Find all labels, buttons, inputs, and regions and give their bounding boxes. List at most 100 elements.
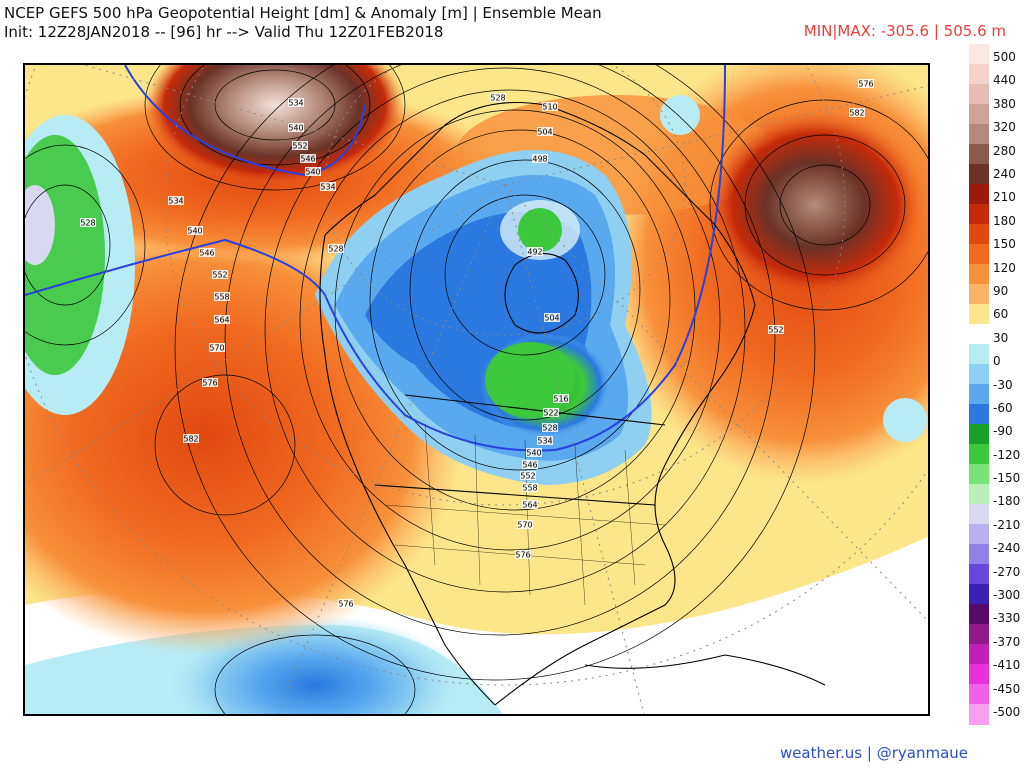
colorbar-label: -150 <box>993 471 1021 486</box>
contour-label-bg <box>338 599 354 608</box>
negative-anomaly-core <box>485 342 575 418</box>
contour-label-bg <box>187 226 203 235</box>
colorbar-swatch <box>969 504 989 525</box>
colorbar-swatch <box>969 224 989 245</box>
contour-label-bg <box>292 141 308 150</box>
colorbar-swatch <box>969 484 989 505</box>
cyan-blob-north <box>660 95 700 135</box>
colorbar-label: -240 <box>993 541 1021 556</box>
contour-label-bg <box>542 102 558 111</box>
colorbar-label: 30 <box>993 330 1009 345</box>
colorbar-label: 90 <box>993 283 1009 298</box>
minmax-readout: MIN|MAX: -305.6 | 505.6 m <box>803 22 1006 40</box>
colorbar-label: -300 <box>993 588 1021 603</box>
colorbar-swatch <box>969 444 989 465</box>
colorbar-swatch <box>969 104 989 125</box>
contour-label-bg <box>328 244 344 253</box>
colorbar-label: 380 <box>993 96 1016 111</box>
colorbar-label: 240 <box>993 166 1016 181</box>
contour-label-bg <box>490 93 506 102</box>
contour-label-bg <box>168 196 184 205</box>
contour-label-bg <box>542 423 558 432</box>
contour-label-bg <box>537 436 553 445</box>
contour-label-bg <box>515 550 531 559</box>
contour-label-bg <box>543 408 559 417</box>
contour-label: 528 <box>80 219 95 228</box>
contour-label-bg <box>517 520 533 529</box>
colorbar-label: -60 <box>993 400 1013 415</box>
contour-label: 552 <box>212 271 227 280</box>
colorbar-label: -450 <box>993 681 1021 696</box>
colorbar-swatch <box>969 204 989 225</box>
colorbar-swatch <box>969 304 989 325</box>
contour-label-bg <box>532 154 548 163</box>
colorbar-swatch <box>969 624 989 645</box>
colorbar-swatch <box>969 144 989 165</box>
colorbar-swatch <box>969 644 989 665</box>
colorbar-label: 500 <box>993 50 1016 64</box>
contour-label: 534 <box>537 437 552 446</box>
contour-label-bg <box>288 123 304 132</box>
colorbar-swatch <box>969 704 989 725</box>
contour-label: 546 <box>300 155 315 164</box>
colorbar-swatch <box>969 424 989 445</box>
contour-label: 552 <box>292 142 307 151</box>
contour-label: 504 <box>544 314 559 323</box>
colorbar-swatch <box>969 164 989 185</box>
contour-label-bg <box>80 218 96 227</box>
colorbar-swatch <box>969 84 989 105</box>
colorbar-label: -30 <box>993 377 1013 392</box>
blue-contour <box>25 65 726 452</box>
colorbar-swatch <box>969 564 989 585</box>
colorbar-label: 180 <box>993 213 1016 228</box>
contour-label-bg <box>305 167 321 176</box>
contour-label-bg <box>288 98 304 107</box>
colorbar-swatch <box>969 244 989 265</box>
colorbar-swatch <box>969 524 989 545</box>
colorbar-swatch <box>969 44 989 65</box>
state-borders <box>384 424 666 606</box>
contour-label-bg <box>520 471 536 480</box>
colorbar-label: 440 <box>993 73 1016 88</box>
colorbar-label: 320 <box>993 120 1016 135</box>
contour-label: 582 <box>183 435 198 444</box>
map-panel: 534 540 552 546 540 534 528 534 540 546 552 558 564 5… <box>23 63 930 716</box>
contour-label-bg <box>522 483 538 492</box>
colorbar-label: -90 <box>993 424 1013 439</box>
contour-label: 534 <box>168 197 183 206</box>
colorbar-label: 120 <box>993 260 1016 275</box>
positive-anomaly-atlantic <box>705 110 925 300</box>
contour-label: 528 <box>490 94 505 103</box>
contour-label-bg <box>202 378 218 387</box>
contour-label: 564 <box>214 316 229 325</box>
colorbar-swatch <box>969 404 989 425</box>
colorbar-swatch <box>969 364 989 385</box>
contour-label-bg <box>527 247 543 256</box>
colorbar-swatch <box>969 184 989 205</box>
contour-label: 576 <box>515 551 530 560</box>
colorbar-label: -370 <box>993 634 1021 649</box>
coastlines <box>319 101 826 706</box>
anomaly-map: 5345405525465405345285345405465525585645… <box>25 65 928 714</box>
colorbar-swatch <box>969 464 989 485</box>
blue-contour-north <box>124 65 366 177</box>
contour-label-bg <box>849 108 865 117</box>
colorbar-swatch <box>969 544 989 565</box>
colorbar-label: -120 <box>993 447 1021 462</box>
colorbar-swatch <box>969 264 989 285</box>
colorbar-swatch <box>969 64 989 85</box>
colorbar-swatch <box>969 344 989 365</box>
colorbar-label: -270 <box>993 564 1021 579</box>
credit-text: weather.us | @ryanmaue <box>779 744 968 762</box>
height-contours <box>25 65 928 714</box>
contour-labels: 5345405525465405345285345405465525585645… <box>80 79 874 609</box>
colorbar-label: 150 <box>993 237 1016 252</box>
contour-label-bg <box>212 270 228 279</box>
title-line-1: NCEP GEFS 500 hPa Geopotential Height [d… <box>4 4 602 22</box>
contour-label: 558 <box>522 484 537 493</box>
colorbar-label: -410 <box>993 658 1021 673</box>
positive-anomaly-alaska <box>145 65 405 185</box>
contour-label: 534 <box>320 183 335 192</box>
contour-label-bg <box>320 182 336 191</box>
colorbar-label: -180 <box>993 494 1021 509</box>
